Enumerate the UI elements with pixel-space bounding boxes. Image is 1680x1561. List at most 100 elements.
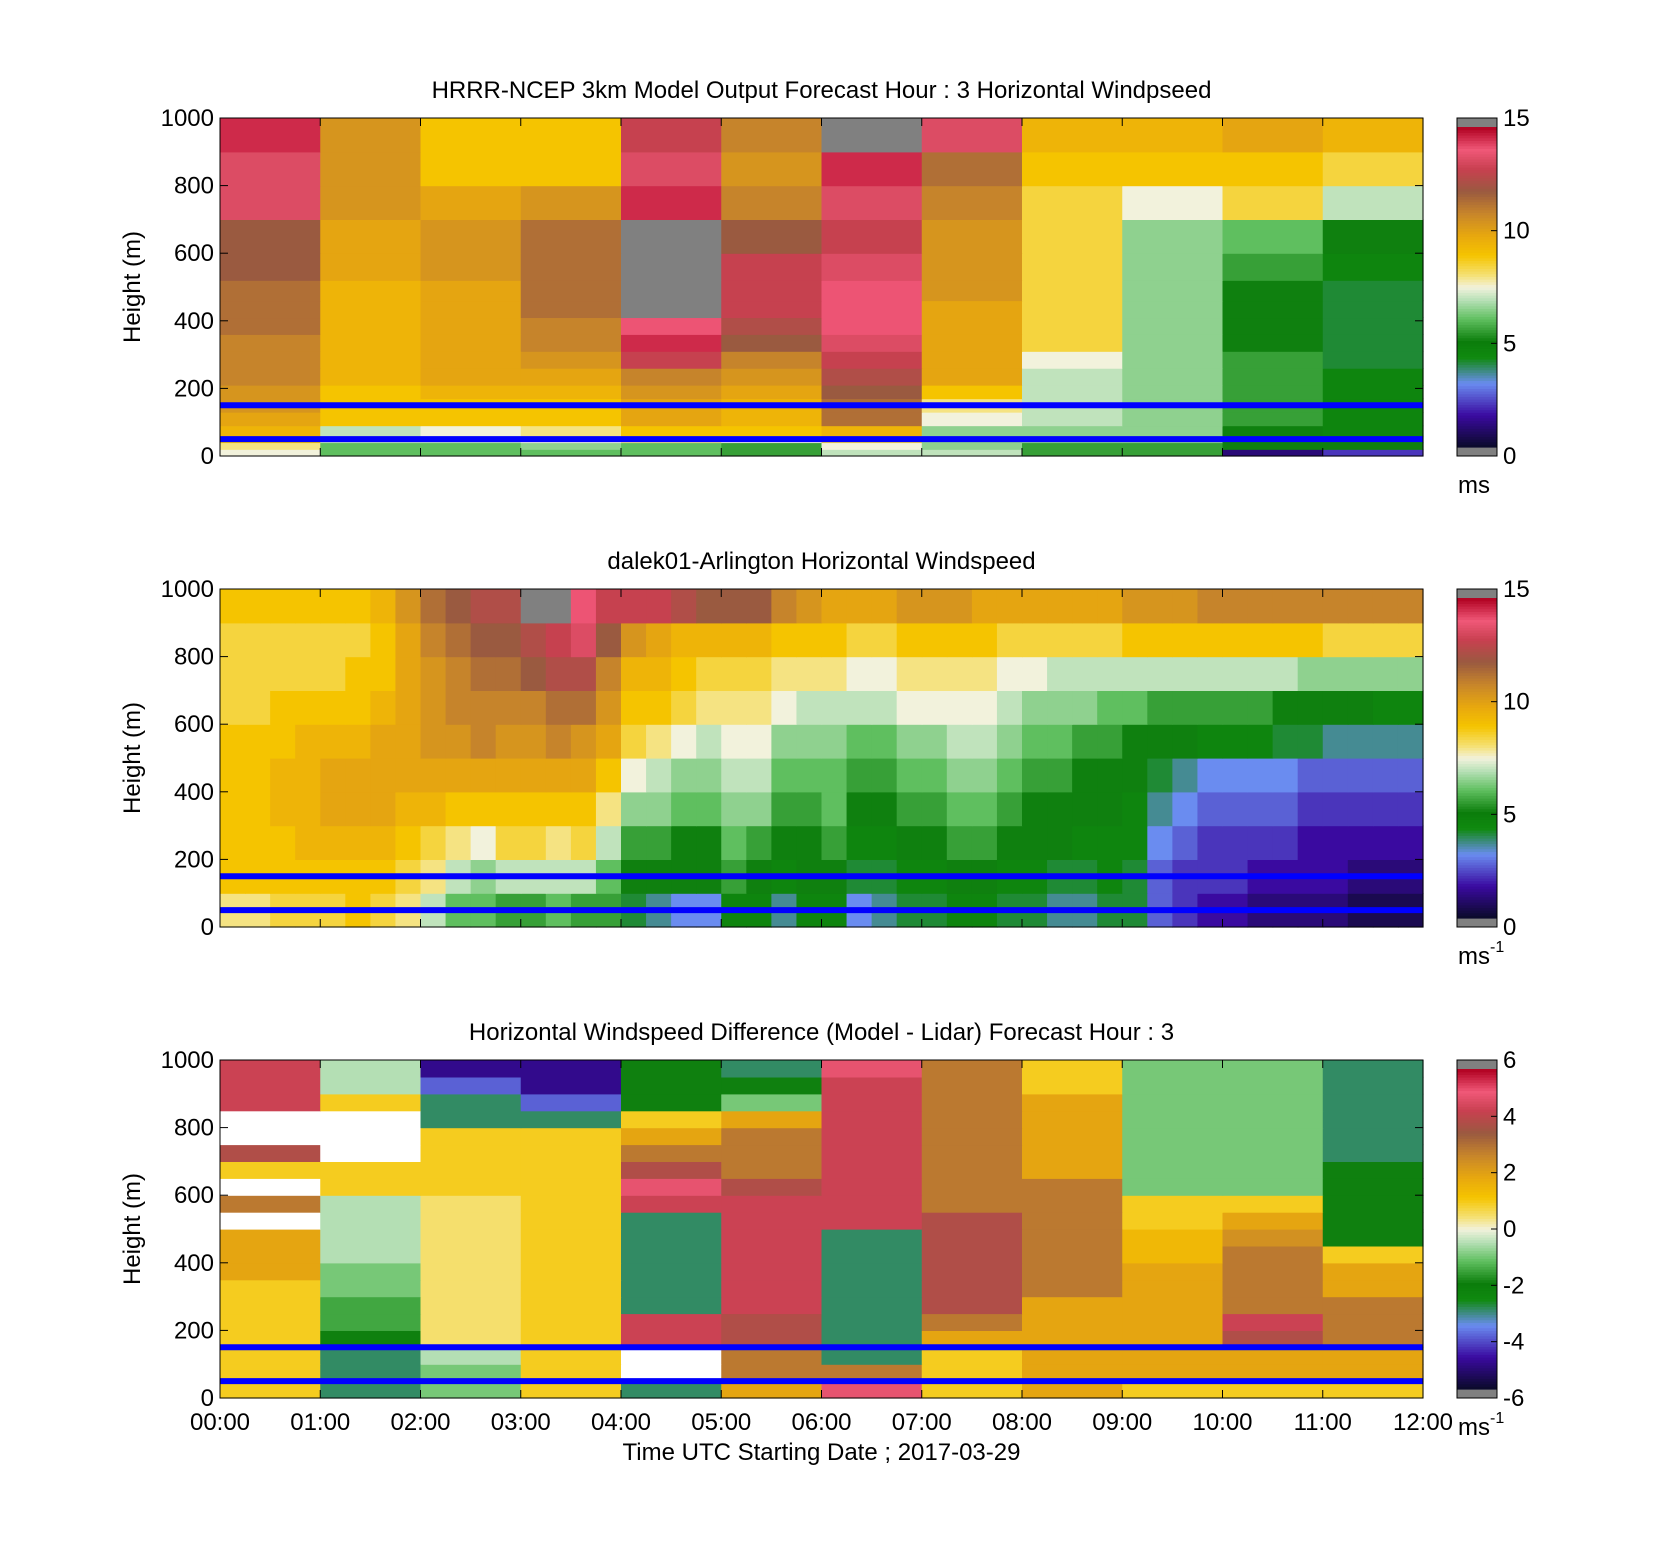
heatmap-cell <box>220 758 246 793</box>
heatmap-cell <box>1122 1364 1224 1382</box>
heatmap-cell <box>921 825 948 860</box>
heatmap-cell <box>420 425 522 437</box>
heatmap-cell <box>1122 1229 1224 1247</box>
heatmap-cell <box>946 724 973 759</box>
heatmap-cell <box>1372 791 1399 827</box>
colorbar-tick-label: 4 <box>1503 1103 1516 1130</box>
colorbar-swatch <box>1457 731 1497 735</box>
y-tick-label: 0 <box>201 1385 214 1412</box>
heatmap-cell <box>821 1381 923 1399</box>
colorbar-swatch <box>1457 433 1497 437</box>
heatmap-cell <box>295 825 321 860</box>
colorbar-swatch <box>1457 1122 1497 1126</box>
heatmap-cell <box>545 656 572 691</box>
colorbar-swatch <box>1457 608 1497 612</box>
heatmap-cell <box>1172 690 1199 725</box>
heatmap-cell <box>871 758 898 793</box>
heatmap-cell <box>220 1127 321 1146</box>
colorbar-swatch <box>1457 1370 1497 1374</box>
heatmap-cell <box>1222 825 1249 860</box>
colorbar-swatch <box>1457 1202 1497 1206</box>
heatmap-cell <box>1122 1212 1224 1230</box>
heatmap-cell <box>621 1161 722 1179</box>
heatmap-cell <box>520 351 622 369</box>
heatmap-cell <box>621 151 722 187</box>
heatmap-cell <box>220 253 321 281</box>
heatmap-cell <box>1122 1076 1224 1095</box>
heatmap-cell <box>1322 442 1424 450</box>
heatmap-cell <box>771 758 798 793</box>
heatmap-cell <box>696 589 722 624</box>
colorbar-swatch <box>1457 816 1497 820</box>
colorbar-swatch <box>1457 1338 1497 1342</box>
colorbar-swatch <box>1457 867 1497 871</box>
colorbar-swatch <box>1457 412 1497 416</box>
colorbar-swatch <box>1457 1247 1497 1251</box>
colorbar-swatch <box>1457 233 1497 237</box>
heatmap-cell <box>896 589 923 624</box>
colorbar-swatch <box>1457 409 1497 413</box>
heatmap-cell <box>420 151 522 187</box>
heatmap-cell <box>1322 825 1349 860</box>
colorbar-swatch <box>1457 1210 1497 1214</box>
colorbar-swatch <box>1457 1263 1497 1267</box>
heatmap-cell <box>1297 724 1324 759</box>
colorbar-swatch <box>1457 1381 1497 1385</box>
heatmap-cell <box>1397 825 1424 860</box>
heatmap-cell <box>1322 1296 1424 1315</box>
heatmap-cell <box>395 825 422 860</box>
heatmap-cell <box>420 1364 522 1382</box>
colorbar-swatch <box>1457 383 1497 387</box>
colorbar-swatch <box>1457 1141 1497 1145</box>
colorbar-swatch <box>1457 319 1497 323</box>
heatmap-cells <box>220 118 1424 457</box>
heatmap-cell <box>420 1313 522 1331</box>
heatmap-cell <box>220 1093 321 1112</box>
colorbar-swatch <box>1457 1231 1497 1235</box>
colorbar-swatch <box>1457 369 1497 373</box>
heatmap-cell <box>621 622 647 658</box>
heatmap-cell <box>1022 1195 1123 1213</box>
colorbar-swatch <box>1457 766 1497 770</box>
heatmap-cell <box>896 622 923 658</box>
heatmap-cell <box>220 425 321 437</box>
colorbar-swatch <box>1457 806 1497 810</box>
y-tick-label: 1000 <box>161 105 214 132</box>
heatmap-cell <box>1322 1229 1424 1247</box>
heatmap-cell <box>621 1093 722 1112</box>
heatmap-cell <box>1322 351 1424 369</box>
chart-title: HRRR-NCEP 3km Model Output Forecast Hour… <box>432 77 1212 104</box>
heatmap-cell <box>520 1161 622 1179</box>
heatmap-cell <box>220 449 321 457</box>
heatmap-cell <box>1097 690 1123 725</box>
heatmap-cell <box>1122 758 1148 793</box>
x-tick-label: 08:00 <box>992 1409 1052 1436</box>
heatmap-cell <box>621 1229 722 1247</box>
heatmap-cell <box>595 758 622 793</box>
heatmap-cell <box>1297 825 1324 860</box>
colorbar-swatch <box>1457 1341 1497 1345</box>
heatmap-cell <box>921 1313 1023 1331</box>
heatmap-cell <box>921 425 1023 437</box>
heatmap-cell <box>946 622 973 658</box>
heatmap-cell <box>320 300 422 319</box>
y-tick-label: 800 <box>174 1115 214 1142</box>
heatmap-cell <box>270 622 296 658</box>
colorbar-swatch <box>1457 811 1497 815</box>
colorbar-swatch <box>1457 145 1497 149</box>
colorbar-swatch <box>1457 401 1497 405</box>
heatmap-cell <box>1322 317 1424 335</box>
heatmap-cell <box>395 791 422 827</box>
panel-2: 0 200 400 600 800 1000 dalek01-Arlington Horiz… <box>119 548 1530 970</box>
colorbar-swatch <box>1457 1322 1497 1326</box>
heatmap-cell <box>1247 791 1274 827</box>
heatmap-cell <box>1222 334 1324 352</box>
colorbar-swatch <box>1457 361 1497 365</box>
colorbar-swatch <box>1457 875 1497 879</box>
heatmap-cell <box>821 412 923 427</box>
colorbar-swatch <box>1457 281 1497 285</box>
heatmap-cell <box>796 589 823 624</box>
heatmap-cell <box>1147 589 1173 624</box>
heatmap-cell <box>1222 368 1324 386</box>
colorbar-swatch <box>1457 1239 1497 1243</box>
